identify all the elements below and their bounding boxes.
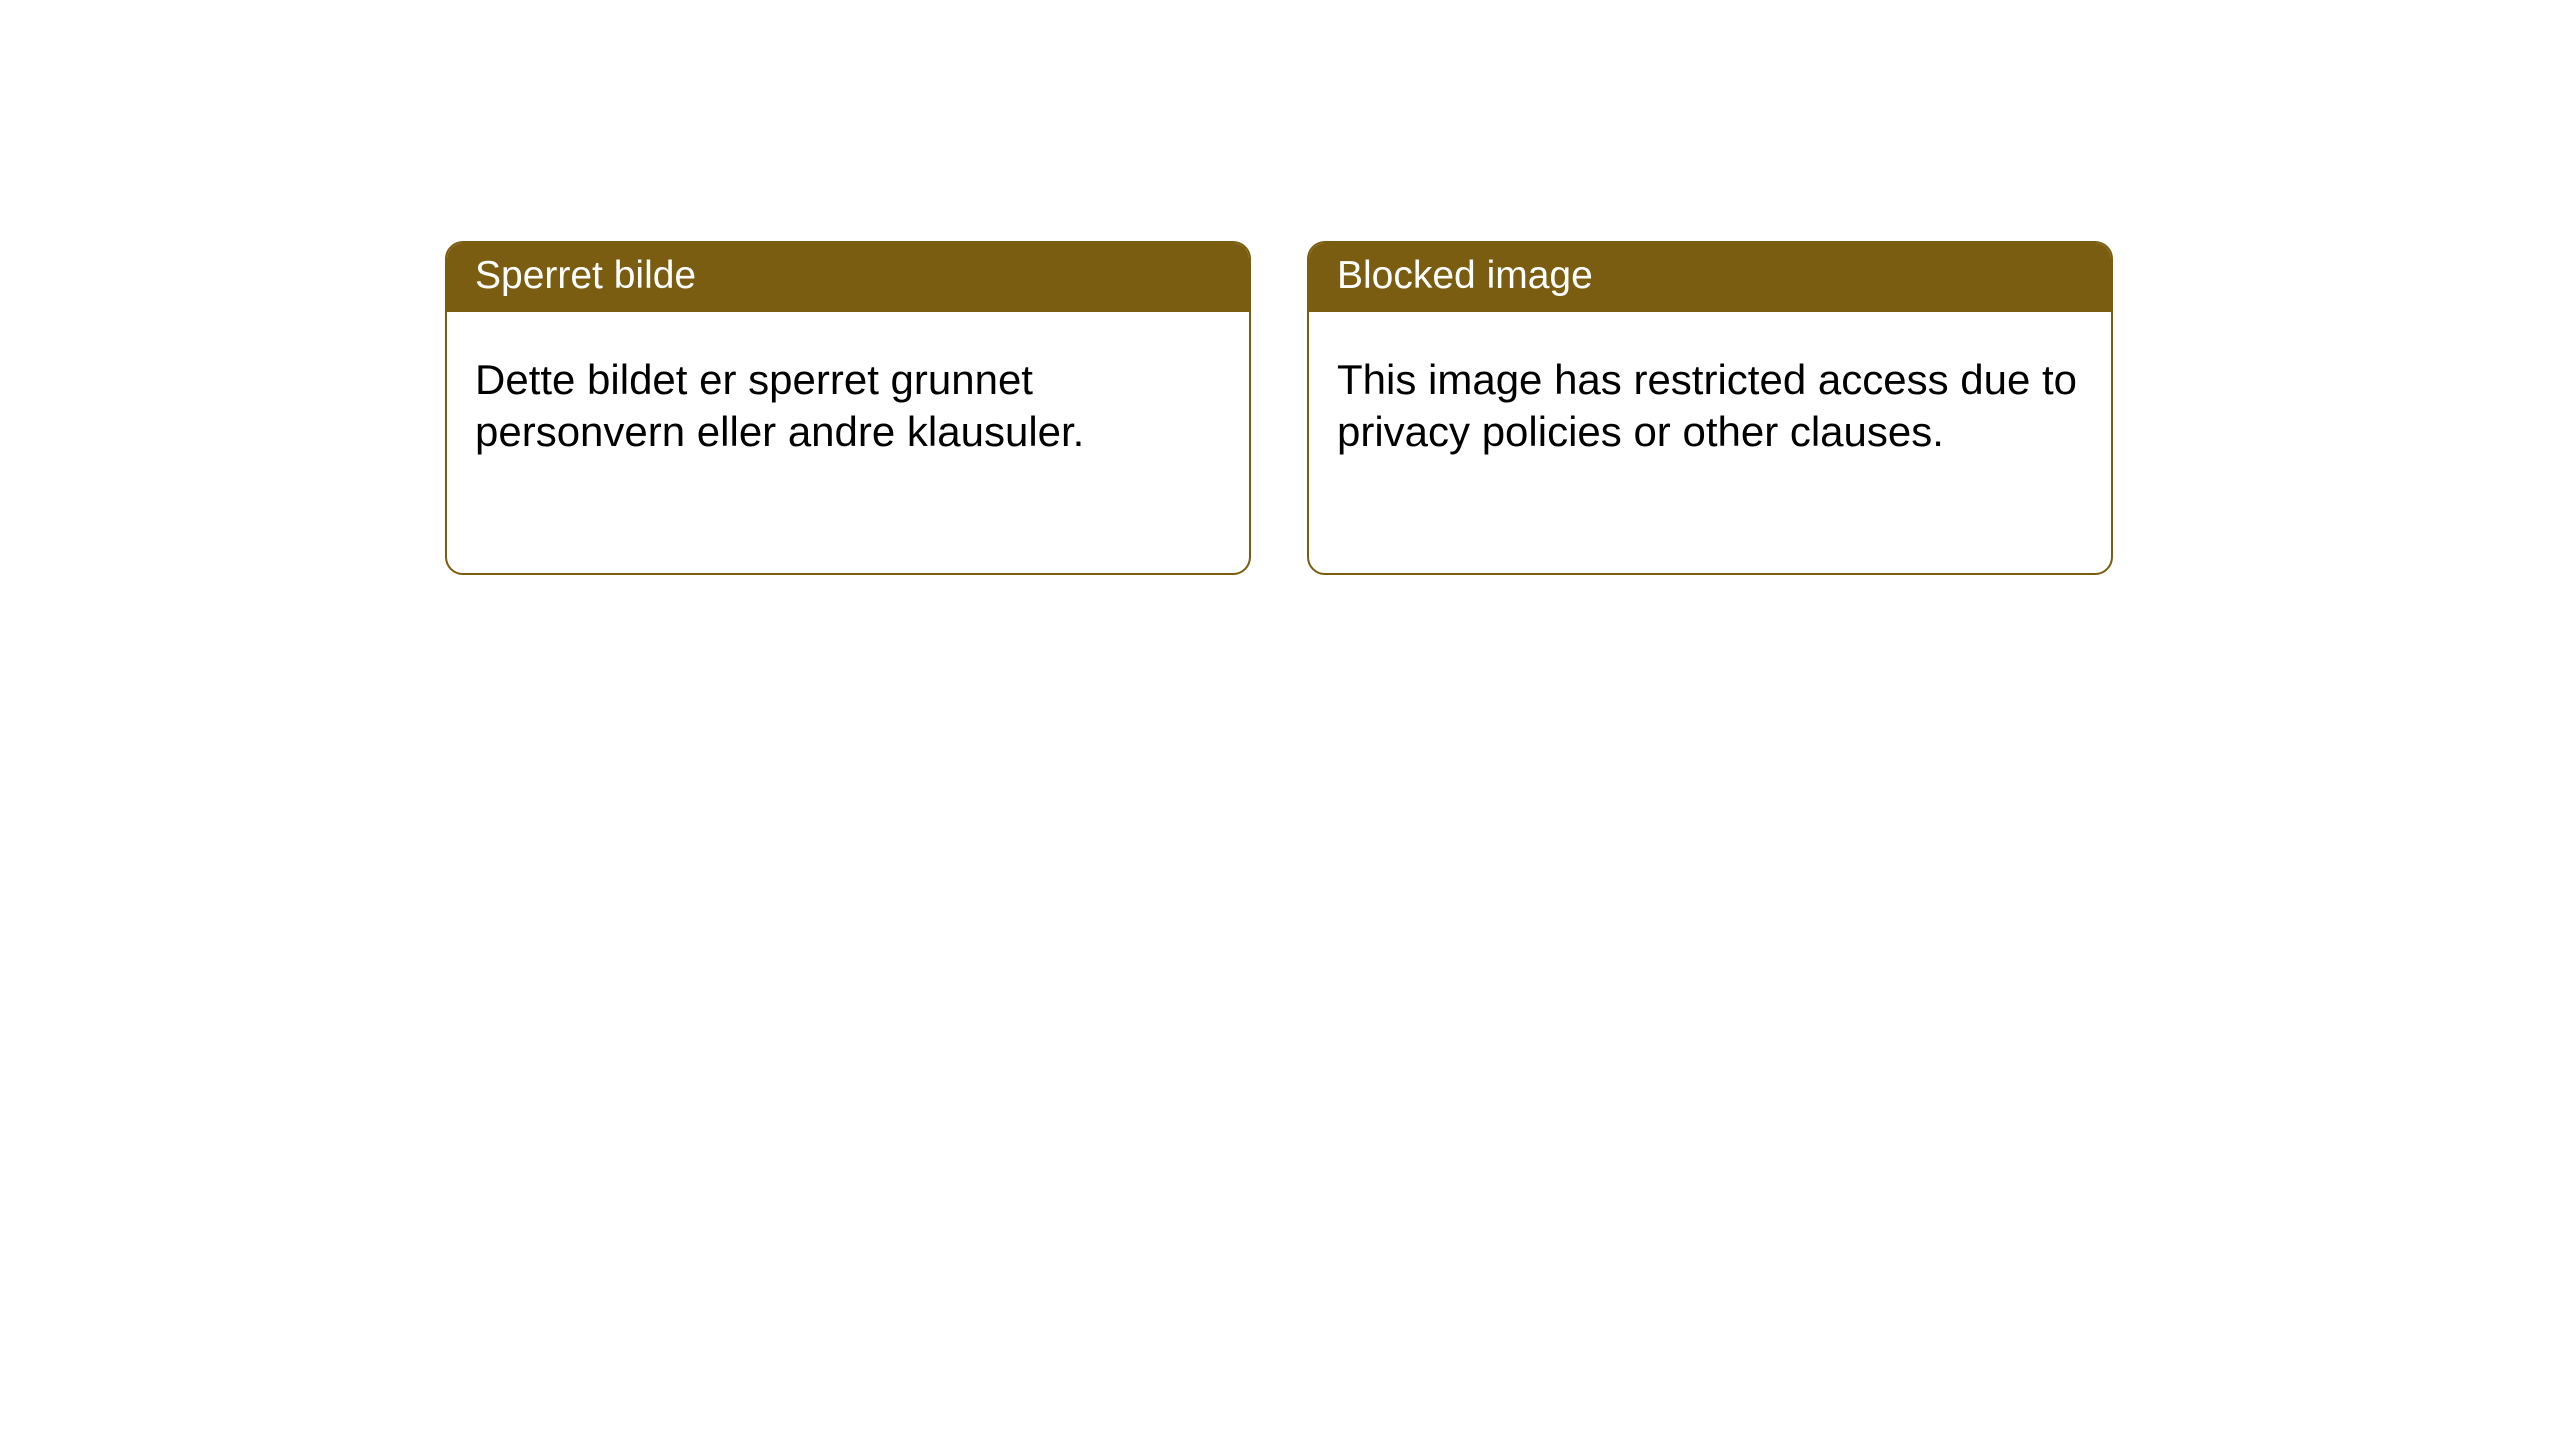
notice-card-no: Sperret bilde Dette bildet er sperret gr…	[445, 241, 1251, 575]
notice-card-en: Blocked image This image has restricted …	[1307, 241, 2113, 575]
notice-title-en: Blocked image	[1309, 243, 2111, 312]
notice-body-no: Dette bildet er sperret grunnet personve…	[447, 312, 1249, 487]
notice-container: Sperret bilde Dette bildet er sperret gr…	[0, 0, 2560, 575]
notice-body-en: This image has restricted access due to …	[1309, 312, 2111, 487]
notice-title-no: Sperret bilde	[447, 243, 1249, 312]
